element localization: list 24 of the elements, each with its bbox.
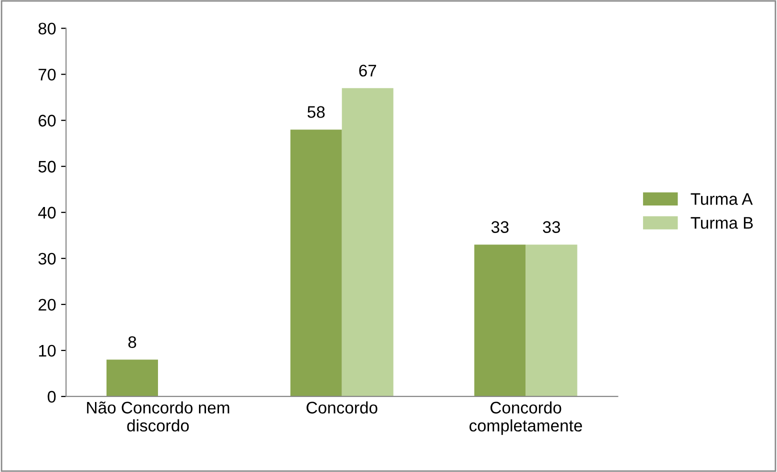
data-label: 67 [359, 64, 376, 77]
y-tick-label: 10 [39, 344, 56, 357]
x-tick-label: Concordo [306, 401, 378, 414]
data-label: 33 [491, 221, 509, 233]
y-tick-label: 60 [38, 114, 56, 127]
bar [106, 360, 158, 396]
bar [526, 244, 578, 396]
y-tick-label: 20 [38, 298, 56, 311]
bar [290, 130, 342, 396]
y-tick-label: 50 [38, 160, 56, 173]
x-tick-label: Não Concordo nem discordo [87, 401, 230, 432]
data-label: 8 [128, 336, 136, 348]
y-tick-label: 30 [38, 252, 56, 265]
y-tick-label: 80 [38, 22, 56, 35]
y-tick-label: 70 [38, 68, 56, 81]
y-tick-label: 40 [38, 206, 56, 219]
y-tick-label: 0 [48, 390, 56, 403]
legend-label: Turma A [690, 193, 753, 205]
legend-label: Turma B [690, 217, 753, 229]
x-tick-label: Concordo completamente [470, 401, 582, 435]
data-label: 33 [542, 221, 560, 233]
bar [474, 244, 526, 396]
data-label: 58 [308, 106, 325, 118]
bar [342, 88, 394, 396]
